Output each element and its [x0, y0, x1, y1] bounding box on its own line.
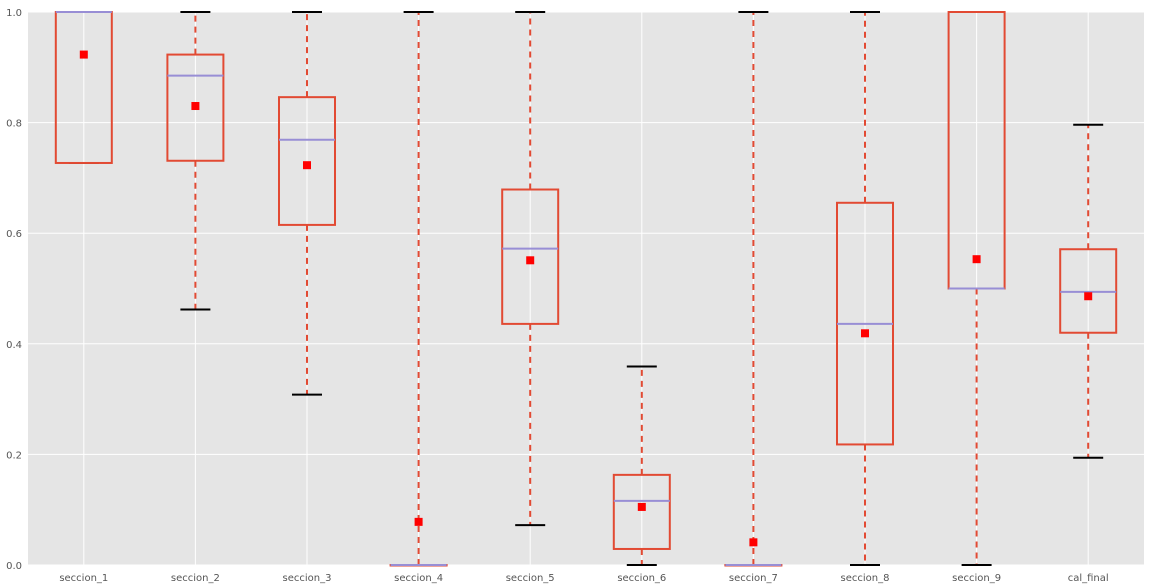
mean-marker: [414, 517, 423, 526]
box-seccion_6: [612, 365, 671, 566]
x-tick-label: seccion_2: [171, 573, 220, 584]
x-tick-label: seccion_9: [952, 573, 1001, 584]
iqr-box: [501, 188, 560, 325]
x-tick-label: seccion_3: [283, 573, 332, 584]
mean-marker: [861, 329, 869, 338]
y-tick-label: 1.0: [6, 8, 22, 19]
iqr-box: [166, 53, 225, 162]
x-tick-label: seccion_1: [59, 573, 108, 584]
y-axis-ticks: 0.0 0.2 0.4 0.6 0.8 1.0: [6, 8, 22, 572]
box-seccion_9: [947, 11, 1006, 566]
mean-marker: [526, 256, 535, 265]
x-tick-label: seccion_8: [841, 573, 890, 584]
box-seccion_2: [166, 11, 225, 311]
x-tick-label: seccion_5: [506, 573, 555, 584]
iqr-box: [612, 473, 671, 550]
mean-marker: [303, 161, 311, 170]
box-seccion_1: [54, 11, 113, 164]
mean-marker: [637, 502, 646, 511]
box-seccion_5: [501, 11, 560, 527]
mean-marker: [1084, 292, 1093, 301]
box-seccion_4: [389, 11, 448, 567]
x-axis-ticks: seccion_1 seccion_2 seccion_3 seccion_4 secc…: [59, 573, 1108, 584]
x-tick-label: seccion_4: [394, 573, 443, 584]
mean-marker: [79, 50, 88, 59]
y-tick-label: 0.0: [6, 561, 22, 572]
box-seccion_3: [278, 11, 336, 396]
box-seccion_8: [836, 11, 894, 566]
y-tick-label: 0.8: [6, 119, 22, 130]
x-tick-label: cal_final: [1068, 573, 1109, 584]
x-tick-label: seccion_7: [729, 573, 778, 584]
mean-marker: [191, 102, 200, 111]
y-tick-label: 0.2: [6, 450, 22, 461]
mean-marker: [749, 538, 758, 547]
x-tick-label: seccion_6: [617, 573, 666, 584]
mean-marker: [972, 255, 981, 264]
y-tick-label: 0.4: [6, 340, 22, 351]
iqr-box: [278, 96, 336, 226]
box-seccion_7: [724, 11, 783, 567]
box-cal_final: [1059, 123, 1118, 459]
box-series: [54, 11, 1118, 567]
y-tick-label: 0.6: [6, 229, 22, 240]
